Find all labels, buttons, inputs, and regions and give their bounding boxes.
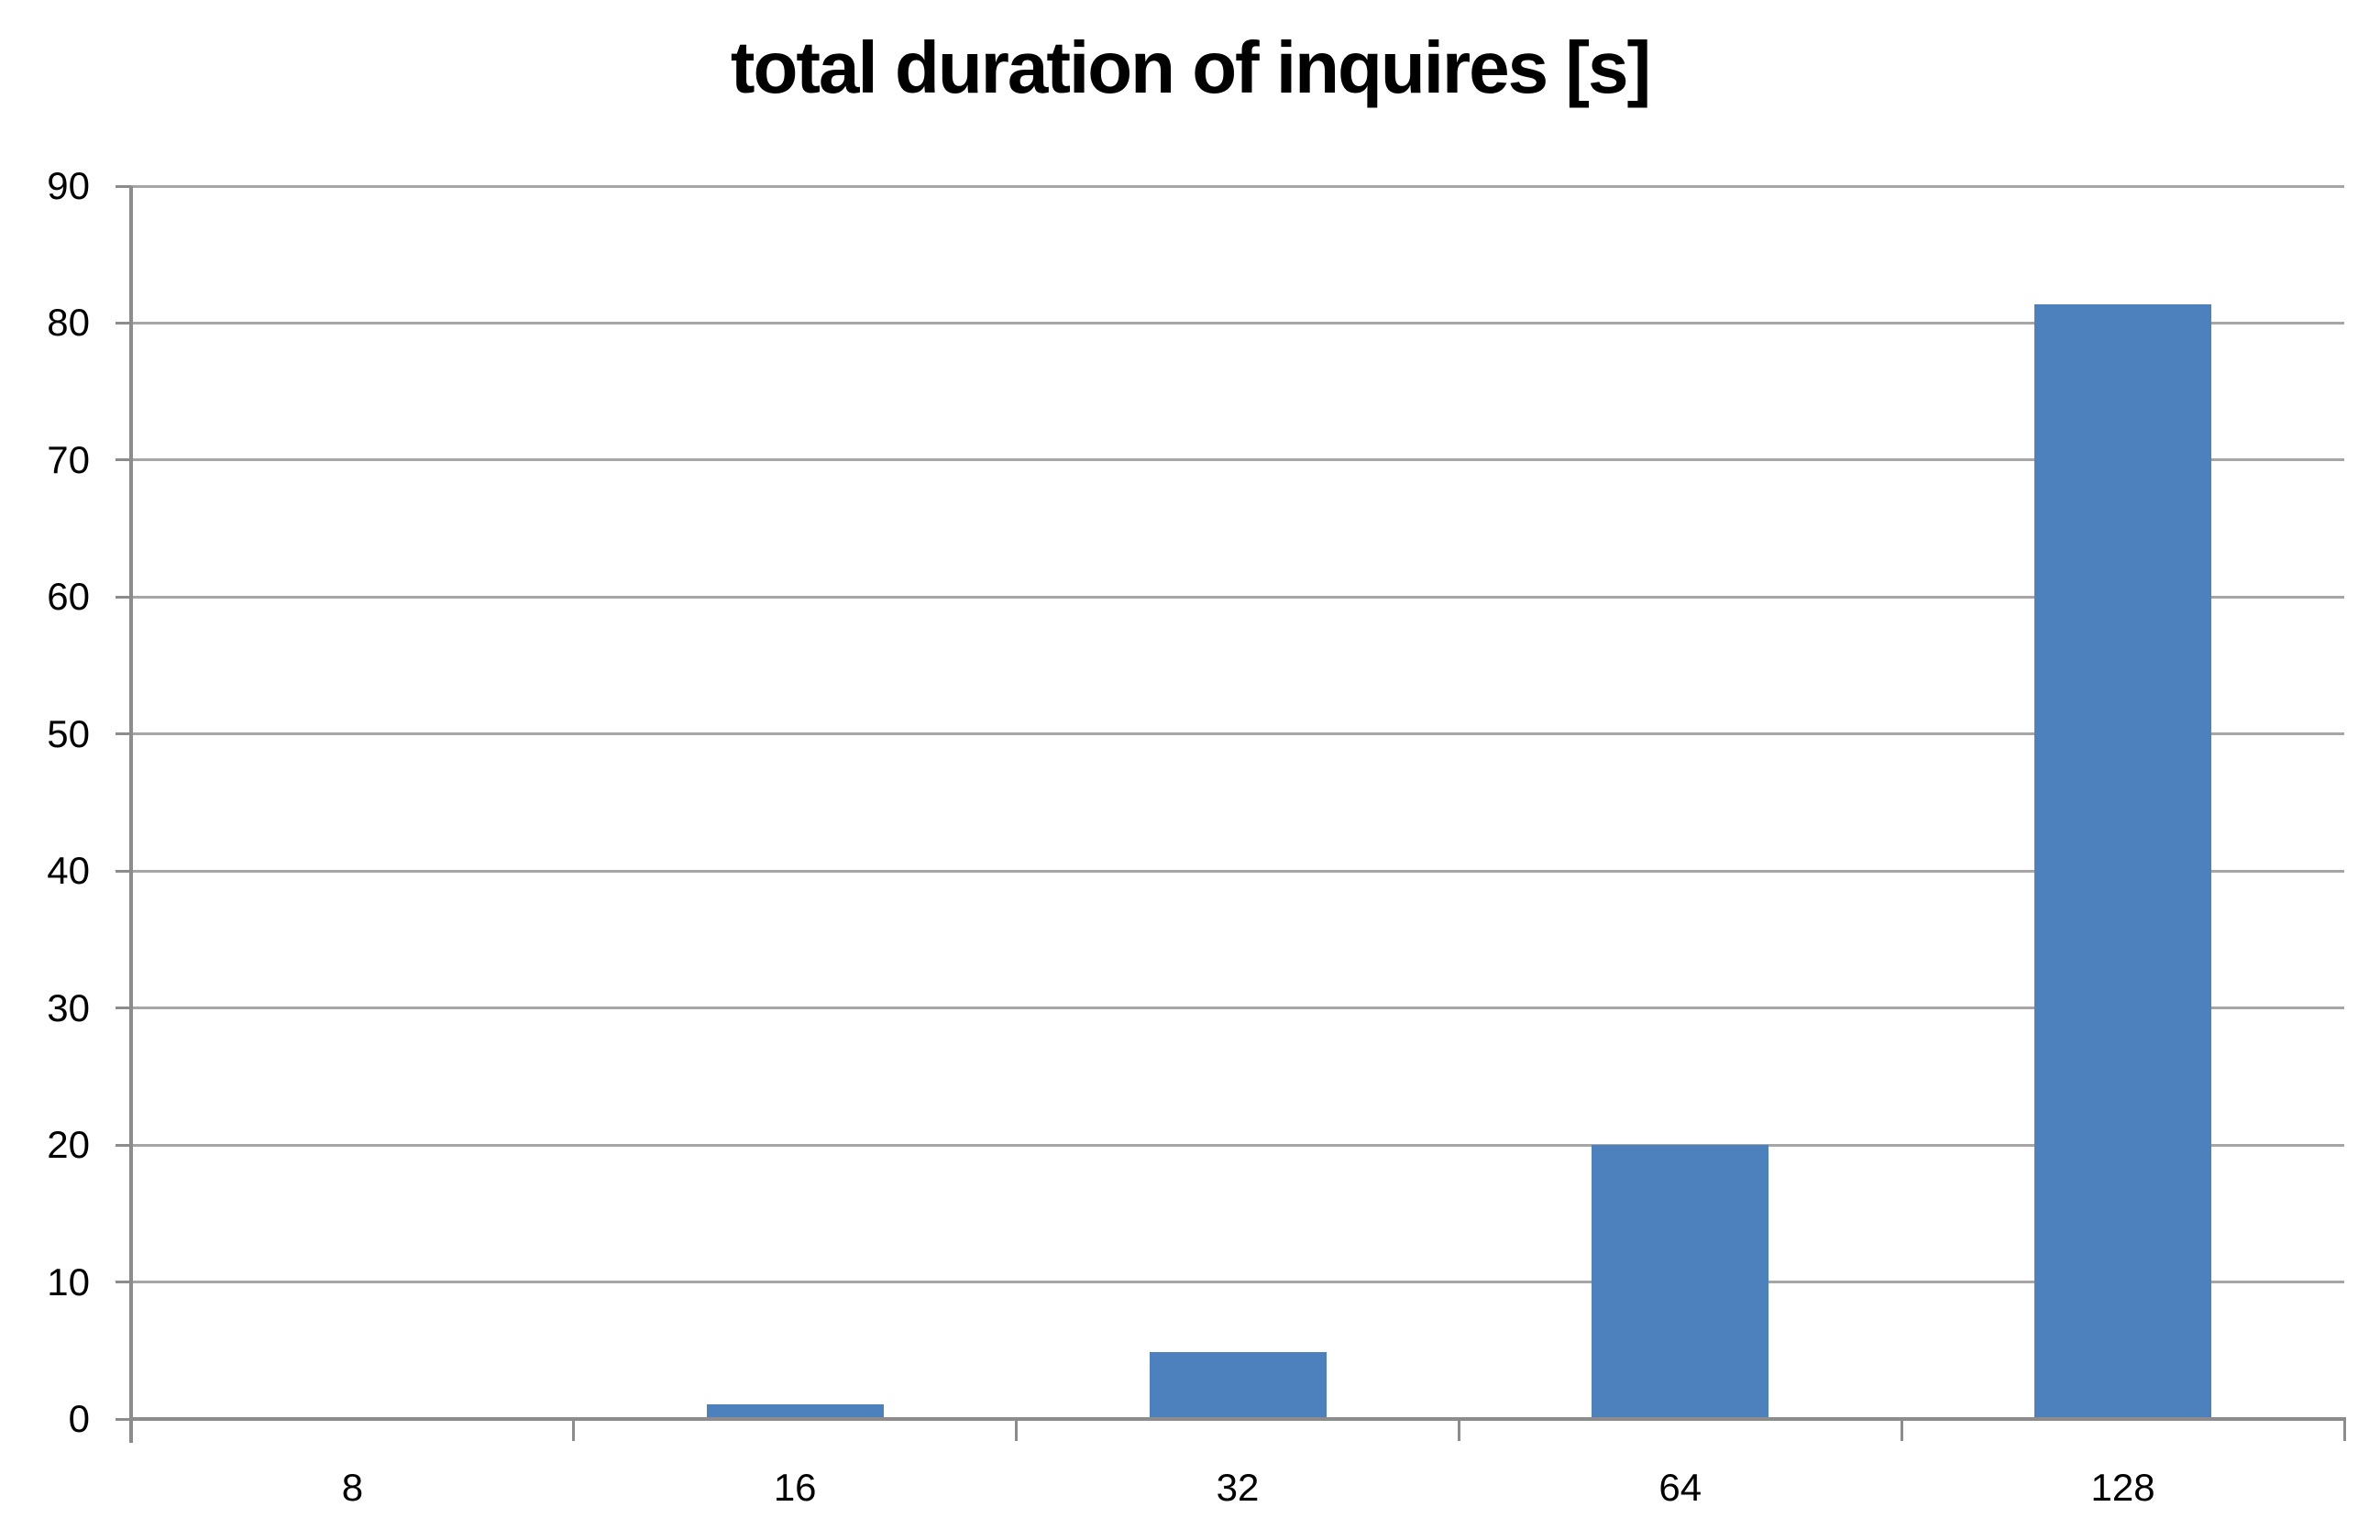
y-axis-tick <box>116 869 131 873</box>
gridline <box>131 458 2344 462</box>
gridline <box>131 595 2344 599</box>
y-axis-tick <box>116 595 131 599</box>
gridline <box>131 1281 2344 1284</box>
y-axis-tick <box>116 458 131 462</box>
y-axis-tick <box>116 1281 131 1284</box>
y-tick-label: 40 <box>47 849 90 893</box>
x-axis-tick <box>2342 1419 2346 1441</box>
gridline <box>131 1143 2344 1147</box>
gridline <box>131 1006 2344 1010</box>
bar <box>1592 1145 1769 1419</box>
x-axis-tick <box>1015 1419 1019 1441</box>
y-tick-label: 60 <box>47 575 90 619</box>
y-tick-label: 10 <box>47 1260 90 1304</box>
x-tick-label: 16 <box>773 1466 817 1509</box>
y-axis-tick <box>116 1006 131 1010</box>
x-tick-label: 64 <box>1658 1466 1702 1509</box>
y-tick-label: 0 <box>68 1397 90 1440</box>
y-tick-label: 80 <box>47 301 90 345</box>
y-axis-tick <box>116 732 131 736</box>
chart-title: total duration of inquires [s] <box>730 27 1651 108</box>
y-tick-label: 50 <box>47 711 90 755</box>
y-axis-tick <box>116 184 131 188</box>
y-axis-tick <box>116 1417 131 1421</box>
y-axis-tick <box>116 1143 131 1147</box>
x-axis-tick <box>1457 1419 1460 1441</box>
x-axis-tick <box>1900 1419 1903 1441</box>
gridline <box>131 184 2344 188</box>
y-tick-label: 30 <box>47 985 90 1029</box>
y-tick-label: 70 <box>47 437 90 481</box>
y-tick-label: 90 <box>47 164 90 207</box>
y-tick-label: 20 <box>47 1123 90 1167</box>
bar <box>706 1403 884 1419</box>
x-axis-line <box>131 1417 2346 1421</box>
x-tick-label: 128 <box>2090 1466 2155 1509</box>
gridline <box>131 321 2344 324</box>
gridline <box>131 732 2344 736</box>
gridline <box>131 869 2344 873</box>
y-axis-tick <box>116 321 131 324</box>
x-tick-label: 8 <box>341 1466 364 1509</box>
x-axis-tick <box>572 1419 576 1441</box>
x-tick-label: 32 <box>1216 1466 1260 1509</box>
bar <box>1149 1351 1327 1419</box>
y-axis-line <box>129 186 133 1443</box>
bar <box>2034 303 2212 1419</box>
